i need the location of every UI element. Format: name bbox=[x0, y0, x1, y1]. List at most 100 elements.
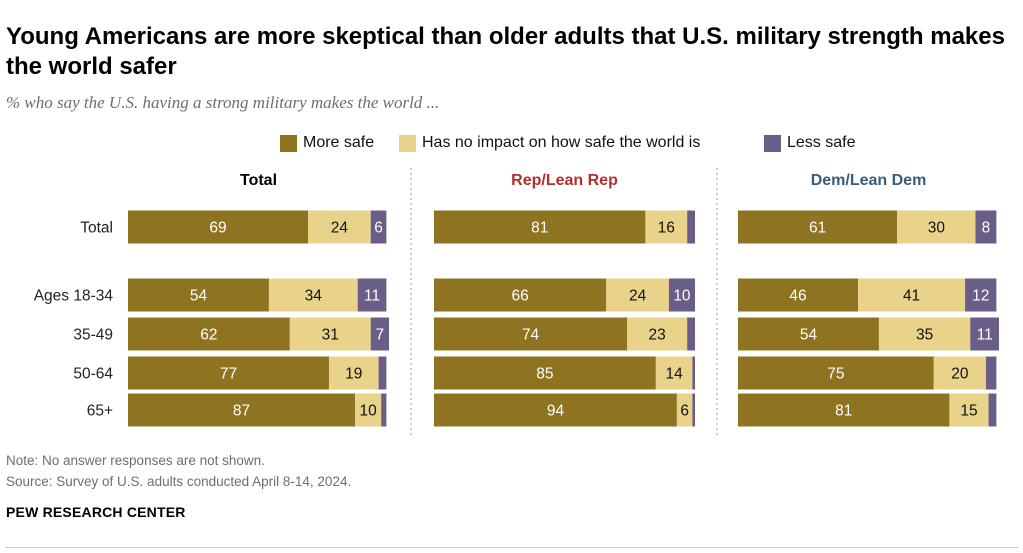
bar-segment-dem-lean-dem-50-64-no-impact bbox=[933, 356, 986, 390]
category-label-35-49: 35-49 bbox=[73, 327, 113, 344]
bar-segment-dem-lean-dem-total-more-safe bbox=[738, 210, 898, 244]
bar-segment-rep-lean-rep-ages-18-34-less-safe bbox=[668, 278, 695, 312]
bar-segment-total-total-less-safe bbox=[370, 210, 387, 244]
legend-item-less-safe: Less safe bbox=[764, 134, 855, 152]
bar-segment-total-65-no-impact bbox=[355, 393, 382, 427]
bar-segment-dem-lean-dem-ages-18-34-less-safe bbox=[965, 278, 997, 312]
bar-segment-rep-lean-rep-65-more-safe bbox=[434, 393, 677, 427]
legend: More safe Has no impact on how safe the … bbox=[0, 134, 1023, 154]
chart-title: Young Americans are more skeptical than … bbox=[6, 23, 1005, 80]
source-note: Source: Survey of U.S. adults conducted … bbox=[6, 474, 352, 489]
bar-segment-rep-lean-rep-65-less-safe bbox=[692, 393, 695, 427]
bar-segment-total-65-more-safe bbox=[128, 393, 356, 427]
legend-item-no-impact: Has no impact on how safe the world is bbox=[399, 134, 700, 152]
bar-segment-total-35-49-more-safe bbox=[128, 317, 290, 351]
bar-segment-dem-lean-dem-35-49-no-impact bbox=[878, 317, 971, 351]
bar-segment-dem-lean-dem-65-more-safe bbox=[738, 393, 950, 427]
bar-segment-total-50-64-no-impact bbox=[328, 356, 379, 390]
bar-segment-total-35-49-less-safe bbox=[370, 317, 389, 351]
category-label-total: Total bbox=[80, 220, 113, 237]
bar-segment-dem-lean-dem-total-no-impact bbox=[897, 210, 976, 244]
stacked-bar-chart: Total Ages 18-34 35-49 50-64 65+ Total 69 24 6 54… bbox=[34, 168, 999, 435]
bar-segment-total-ages-18-34-less-safe bbox=[357, 278, 387, 312]
bar-segment-total-35-49-no-impact bbox=[289, 317, 371, 351]
bar-segment-dem-lean-dem-ages-18-34-no-impact bbox=[858, 278, 966, 312]
bar-segment-rep-lean-rep-50-64-no-impact bbox=[655, 356, 693, 390]
bar-segment-dem-lean-dem-ages-18-34-more-safe bbox=[738, 278, 859, 312]
bar-segment-dem-lean-dem-65-no-impact bbox=[949, 393, 989, 427]
data-label-total-50-64-more-safe: 77 bbox=[220, 366, 237, 383]
legend-label-no-impact: Has no impact on how safe the world is bbox=[422, 134, 701, 151]
data-label-total-35-49-less-safe: 7 bbox=[376, 327, 385, 344]
panel-header-total: Total bbox=[240, 172, 277, 189]
bar-segment-total-ages-18-34-no-impact bbox=[268, 278, 358, 312]
data-label-total-ages-18-34-no-impact: 34 bbox=[305, 288, 323, 305]
data-label-total-total-less-safe: 6 bbox=[374, 220, 383, 237]
data-label-rep-lean-rep-35-49-no-impact: 23 bbox=[649, 327, 666, 344]
panel-header-dem-lean-dem: Dem/Lean Dem bbox=[811, 172, 927, 189]
data-label-total-ages-18-34-more-safe: 54 bbox=[190, 288, 208, 305]
bar-segment-rep-lean-rep-35-49-no-impact bbox=[627, 317, 688, 351]
bar-segment-rep-lean-rep-total-no-impact bbox=[645, 210, 688, 244]
data-label-dem-lean-dem-65-more-safe: 81 bbox=[835, 403, 852, 420]
data-label-rep-lean-rep-65-no-impact: 6 bbox=[680, 403, 689, 420]
data-label-dem-lean-dem-35-49-less-safe: 11 bbox=[977, 327, 993, 344]
bar-segment-dem-lean-dem-35-49-less-safe bbox=[970, 317, 999, 351]
data-label-rep-lean-rep-total-no-impact: 16 bbox=[658, 220, 675, 237]
legend-swatch-less-safe bbox=[764, 134, 781, 152]
data-label-total-65-no-impact: 10 bbox=[359, 403, 377, 420]
data-label-dem-lean-dem-ages-18-34-more-safe: 46 bbox=[789, 288, 806, 305]
panel-header-rep-lean-rep: Rep/Lean Rep bbox=[511, 172, 618, 189]
category-label-50-64: 50-64 bbox=[73, 366, 113, 383]
bar-segment-dem-lean-dem-35-49-more-safe bbox=[738, 317, 879, 351]
data-label-total-35-49-no-impact: 31 bbox=[322, 327, 339, 344]
data-label-rep-lean-rep-65-more-safe: 94 bbox=[547, 403, 565, 420]
footnote: Note: No answer responses are not shown. bbox=[6, 453, 265, 468]
bar-segment-rep-lean-rep-35-49-less-safe bbox=[687, 317, 695, 351]
bar-segment-rep-lean-rep-ages-18-34-no-impact bbox=[606, 278, 669, 312]
legend-item-more-safe: More safe bbox=[280, 134, 374, 152]
data-label-dem-lean-dem-ages-18-34-less-safe: 12 bbox=[972, 288, 989, 305]
bar-segment-dem-lean-dem-50-64-less-safe bbox=[985, 356, 997, 390]
data-label-dem-lean-dem-total-more-safe: 61 bbox=[809, 220, 826, 237]
bar-segment-dem-lean-dem-total-less-safe bbox=[975, 210, 997, 244]
bar-segment-rep-lean-rep-65-no-impact bbox=[676, 393, 693, 427]
legend-label-less-safe: Less safe bbox=[787, 134, 856, 151]
data-label-total-ages-18-34-less-safe: 11 bbox=[364, 288, 380, 305]
bar-segment-rep-lean-rep-50-64-more-safe bbox=[434, 356, 656, 390]
data-label-rep-lean-rep-ages-18-34-no-impact: 24 bbox=[629, 288, 647, 305]
data-label-rep-lean-rep-35-49-more-safe: 74 bbox=[522, 327, 540, 344]
legend-label-more-safe: More safe bbox=[303, 134, 375, 151]
category-label-ages-18-34: Ages 18-34 bbox=[34, 288, 114, 305]
bar-segment-total-total-no-impact bbox=[308, 210, 371, 244]
bar-segment-total-total-more-safe bbox=[128, 210, 309, 244]
chart-subtitle: % who say the U.S. having a strong milit… bbox=[6, 93, 440, 112]
data-label-dem-lean-dem-65-no-impact: 15 bbox=[960, 403, 977, 420]
bar-segment-rep-lean-rep-total-less-safe bbox=[687, 210, 695, 244]
data-label-dem-lean-dem-35-49-no-impact: 35 bbox=[916, 327, 933, 344]
bar-segment-rep-lean-rep-total-more-safe bbox=[434, 210, 646, 244]
bar-segment-rep-lean-rep-35-49-more-safe bbox=[434, 317, 628, 351]
bottom-rule bbox=[6, 547, 1018, 548]
data-label-dem-lean-dem-50-64-no-impact: 20 bbox=[951, 366, 969, 383]
data-label-dem-lean-dem-35-49-more-safe: 54 bbox=[800, 327, 818, 344]
data-label-rep-lean-rep-ages-18-34-less-safe: 10 bbox=[673, 288, 691, 305]
brand-label: PEW RESEARCH CENTER bbox=[6, 504, 186, 520]
data-label-total-35-49-more-safe: 62 bbox=[200, 327, 217, 344]
data-label-dem-lean-dem-50-64-more-safe: 75 bbox=[827, 366, 844, 383]
legend-swatch-no-impact bbox=[399, 134, 416, 152]
bar-segment-total-50-64-less-safe bbox=[378, 356, 387, 390]
bar-segment-total-ages-18-34-more-safe bbox=[128, 278, 269, 312]
data-label-dem-lean-dem-ages-18-34-no-impact: 41 bbox=[903, 288, 920, 305]
bar-segment-rep-lean-rep-ages-18-34-more-safe bbox=[434, 278, 607, 312]
bar-segment-dem-lean-dem-50-64-more-safe bbox=[738, 356, 934, 390]
category-label-65: 65+ bbox=[87, 403, 113, 420]
bar-segment-rep-lean-rep-50-64-less-safe bbox=[692, 356, 695, 390]
data-label-rep-lean-rep-50-64-no-impact: 14 bbox=[665, 366, 683, 383]
legend-swatch-more-safe bbox=[280, 134, 297, 152]
data-label-dem-lean-dem-total-no-impact: 30 bbox=[928, 220, 946, 237]
data-label-rep-lean-rep-50-64-more-safe: 85 bbox=[536, 366, 553, 383]
data-label-rep-lean-rep-ages-18-34-more-safe: 66 bbox=[512, 288, 529, 305]
data-label-dem-lean-dem-total-less-safe: 8 bbox=[982, 220, 991, 237]
data-label-rep-lean-rep-total-more-safe: 81 bbox=[531, 220, 548, 237]
